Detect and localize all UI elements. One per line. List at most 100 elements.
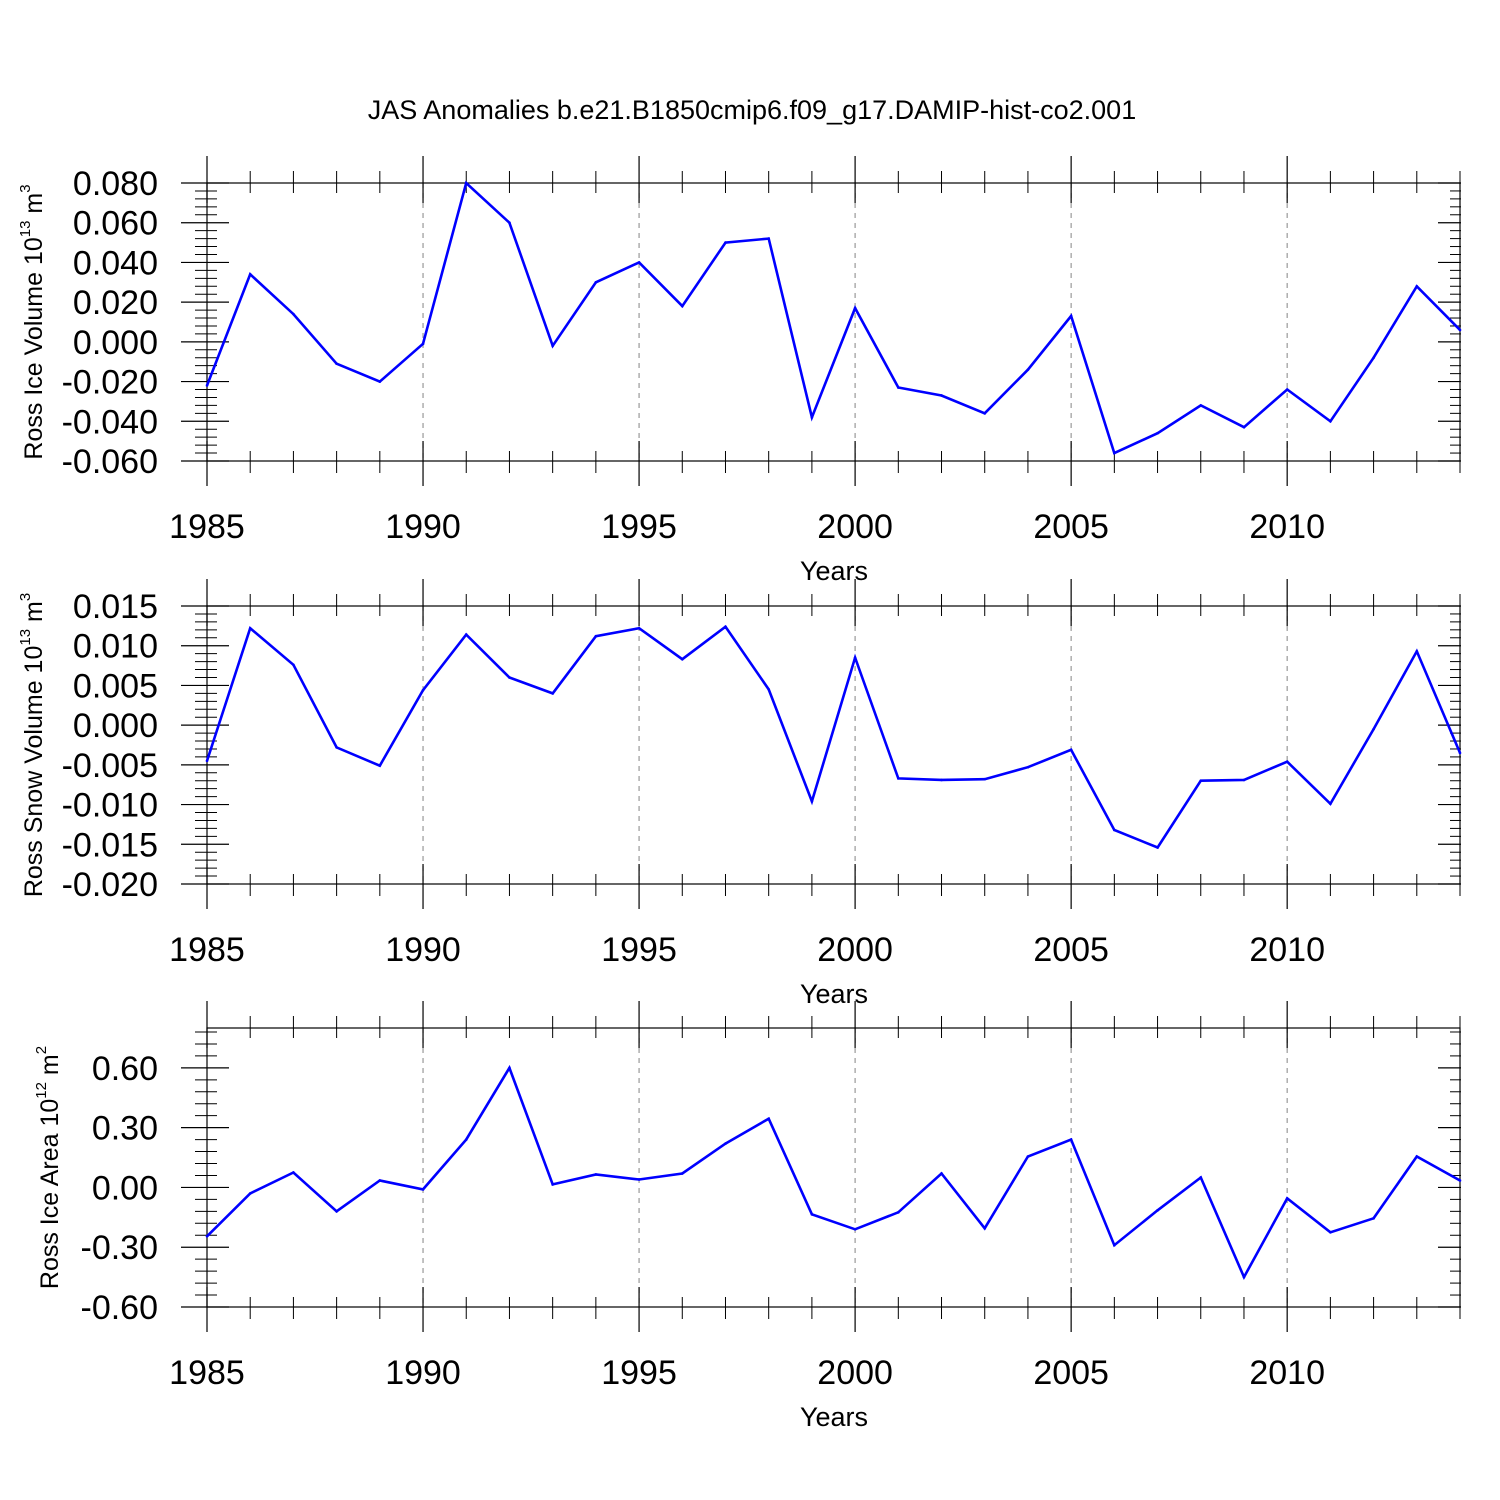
- x-tick-label: 1995: [601, 931, 677, 969]
- x-axis-title: Years: [800, 556, 868, 586]
- panel-1: 1985 1990 1995 2000 2005 2010 Years -0.060-0.04…: [17, 156, 1462, 586]
- y-tick-label: 0.30: [92, 1110, 158, 1148]
- x-tick-label: 2000: [817, 508, 893, 546]
- data-point: [551, 1183, 554, 1186]
- data-point: [724, 241, 727, 244]
- data-point: [1415, 649, 1419, 653]
- y-tick-label: 0.020: [73, 284, 158, 322]
- data-point: [1242, 778, 1246, 782]
- plot-frame: [206, 182, 1461, 462]
- data-point: [637, 626, 641, 630]
- x-tick-label: 1990: [385, 508, 461, 546]
- x-tick-label: 2000: [817, 931, 893, 969]
- y-axis-title-main: Ross Ice Volume 10: [20, 237, 48, 459]
- panels: 1985 1990 1995 2000 2005 2010 Years -0.060-0.04…: [17, 156, 1462, 1432]
- data-point: [1069, 314, 1073, 318]
- x-tick-label: 1995: [601, 508, 677, 546]
- data-point: [1458, 328, 1462, 332]
- x-tick-label: 2005: [1033, 508, 1109, 546]
- y-axis-title-unit: m: [36, 1054, 64, 1082]
- data-point: [594, 634, 598, 638]
- series-line: [205, 180, 1461, 455]
- data-point: [1372, 356, 1375, 360]
- data-point: [1242, 425, 1246, 429]
- data-point: [767, 1117, 770, 1120]
- data-point: [551, 692, 554, 695]
- x-tick-label: 1985: [169, 508, 245, 546]
- y-tick-label: 0.010: [73, 628, 158, 666]
- y-axis-title: Ross Snow Volume 1013 m3: [17, 593, 48, 897]
- y-axis-title-unit: m: [20, 193, 48, 221]
- y-tick-label: -0.30: [81, 1229, 159, 1267]
- data-point: [853, 1227, 857, 1231]
- y-axis-title-exp: 12: [33, 1082, 50, 1099]
- panel-2: 1985 1990 1995 2000 2005 2010Years-0.020-0.01…: [17, 579, 1462, 1009]
- data-point: [1285, 1197, 1289, 1200]
- data-point: [1458, 751, 1462, 755]
- data-point: [1242, 1275, 1246, 1279]
- plot-frame: [206, 605, 1461, 885]
- data-point: [637, 1178, 641, 1181]
- data-point: [724, 625, 727, 628]
- x-tick-label: 2000: [817, 1354, 893, 1392]
- data-point: [1156, 846, 1159, 849]
- data-point: [853, 656, 857, 659]
- x-tick-label: 1995: [601, 1354, 677, 1392]
- data-point: [335, 746, 338, 749]
- data-point: [680, 657, 684, 661]
- data-point: [1199, 404, 1203, 407]
- data-point: [1026, 1155, 1030, 1158]
- data-point: [1285, 760, 1289, 763]
- y-axis-title-unit-exp: 3: [17, 184, 34, 192]
- y-tick-label: 0.000: [73, 707, 158, 745]
- data-point: [292, 1171, 295, 1174]
- data-point: [983, 412, 987, 415]
- data-point: [1199, 779, 1203, 783]
- data-point: [248, 1192, 252, 1195]
- data-point: [1329, 419, 1332, 423]
- y-tick-label: 0.015: [73, 588, 158, 626]
- data-point: [551, 344, 554, 348]
- y-tick-label: -0.040: [62, 403, 158, 441]
- data-point: [983, 1226, 987, 1230]
- y-tick-label: 0.040: [73, 244, 158, 282]
- y-tick-label: -0.010: [62, 787, 158, 825]
- x-tick-label: 1985: [169, 1354, 245, 1392]
- data-point: [1199, 1176, 1203, 1179]
- x-axis-title: Years: [800, 979, 868, 1009]
- data-point: [1329, 1230, 1332, 1234]
- data-point: [1113, 828, 1116, 832]
- data-point: [1156, 1209, 1159, 1212]
- series-line: [205, 624, 1462, 850]
- y-tick-label: -0.015: [62, 826, 158, 864]
- data-point: [1285, 388, 1289, 391]
- data-point: [378, 764, 382, 767]
- panel-3: 1985 1990 1995 2000 2005 2010 Years -0.60 -0.30 0…: [33, 1001, 1462, 1432]
- y-axis-title: Ross Ice Volume 1013 m3: [17, 184, 48, 459]
- series-line: [206, 1064, 1461, 1281]
- data-point: [940, 1172, 943, 1175]
- y-tick-label: 0.060: [73, 205, 158, 243]
- data-point: [594, 1173, 598, 1176]
- data-point: [205, 1234, 209, 1238]
- data-point: [248, 626, 252, 630]
- data-point: [940, 394, 943, 397]
- y-tick-label: -0.005: [62, 747, 158, 785]
- x-tick-label: 2010: [1249, 508, 1325, 546]
- y-axis-title-exp: 13: [17, 221, 34, 238]
- data-point: [1415, 284, 1419, 288]
- data-point: [1372, 727, 1375, 731]
- data-point: [897, 386, 900, 389]
- y-tick-label: 0.000: [73, 324, 158, 362]
- data-point: [983, 777, 987, 781]
- data-point: [1458, 1179, 1462, 1182]
- data-point: [205, 384, 209, 387]
- data-point: [853, 306, 857, 310]
- y-tick-label: -0.020: [62, 364, 158, 402]
- data-point: [1026, 368, 1030, 371]
- plot-frame: [206, 1027, 1461, 1308]
- x-tick-label: 1990: [385, 1354, 461, 1392]
- y-axis-title-main: Ross Snow Volume 10: [20, 646, 48, 898]
- y-axis-title: Ross Ice Area 1012 m2: [33, 1046, 64, 1289]
